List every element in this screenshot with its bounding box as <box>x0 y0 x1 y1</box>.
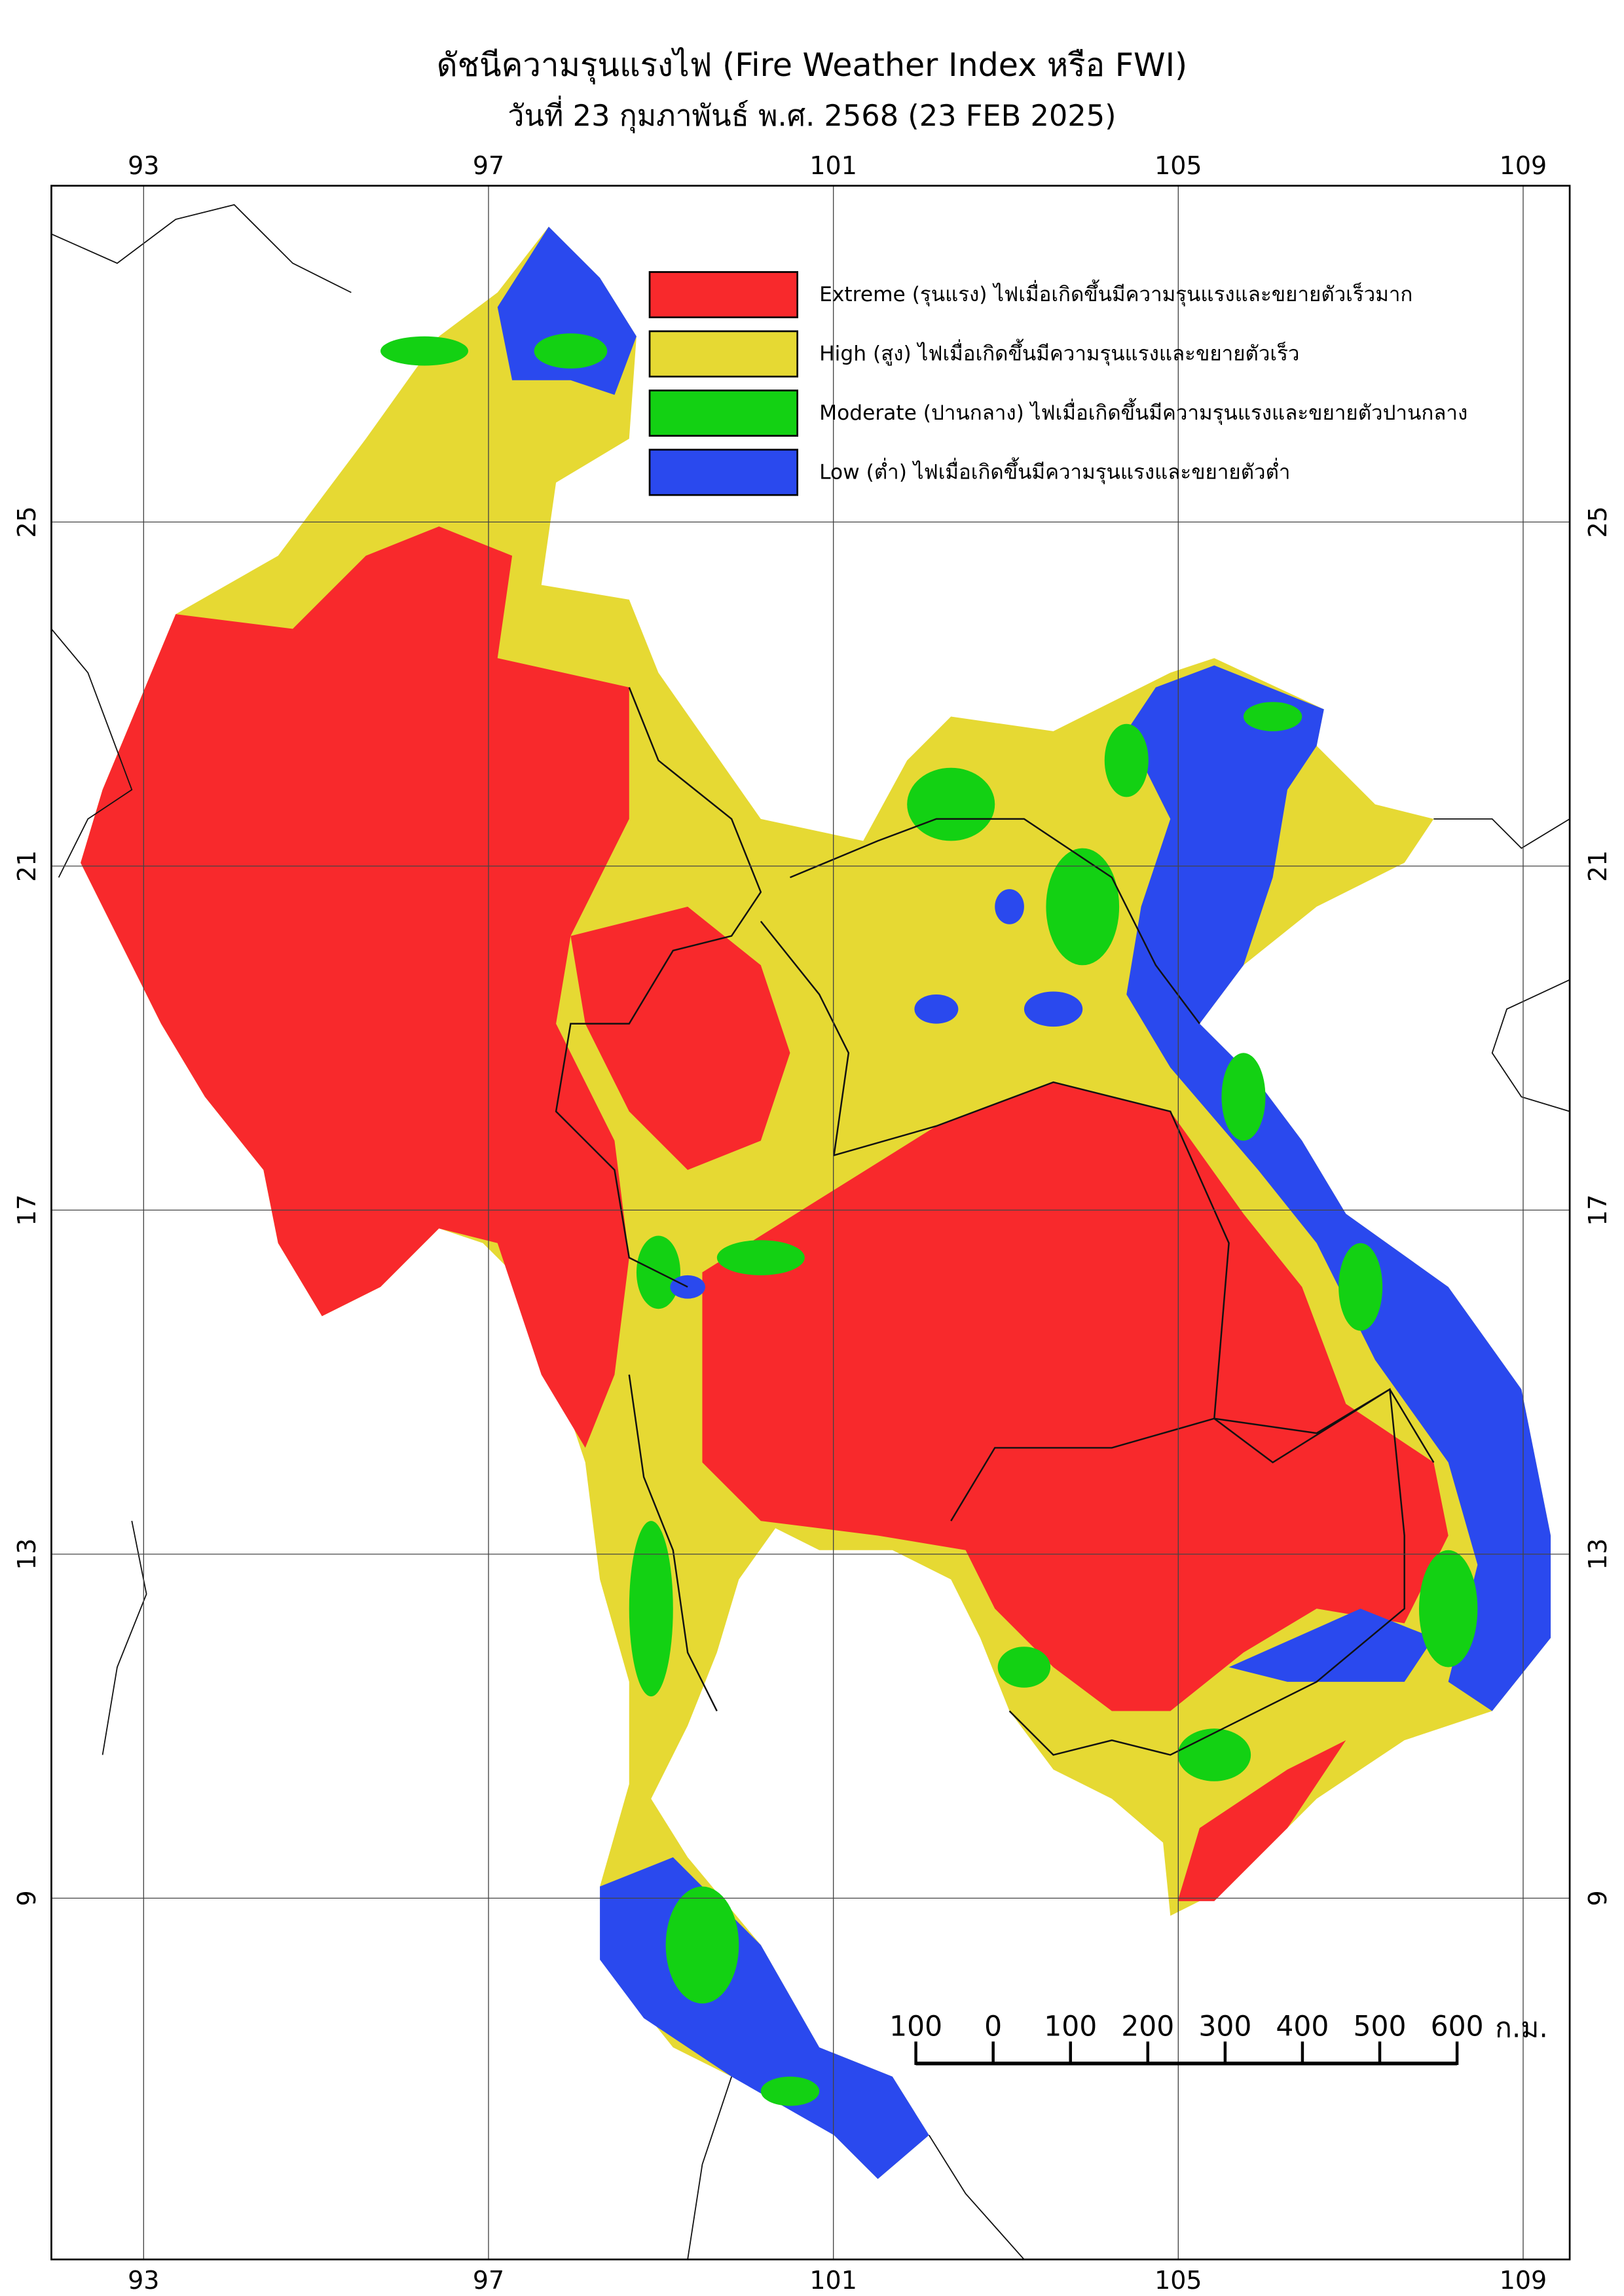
legend-label: Low (ต่ำ) ไฟเมื่อเกิดขึ้นมีความรุนแรงและ… <box>819 457 1290 485</box>
border <box>790 818 1200 1025</box>
y-tick-label: 21 <box>1583 850 1612 882</box>
x-tick-label: 93 <box>128 2266 159 2295</box>
x-tick-label: 97 <box>473 151 504 180</box>
region-low <box>1126 665 1551 1711</box>
scale-label: 600 <box>1431 2011 1484 2043</box>
coastline <box>687 2076 732 2260</box>
x-tick-label: 109 <box>1500 2266 1547 2295</box>
legend-swatch <box>648 271 799 319</box>
y-tick-label: 13 <box>1583 1539 1612 1570</box>
border <box>555 687 762 1288</box>
y-tick-label: 25 <box>12 506 41 538</box>
region-extreme <box>1177 1740 1346 1901</box>
y-tick-label: 25 <box>1583 506 1612 538</box>
subtitle: วันที่ 23 กุมภาพันธ์ พ.ศ. 2568 (23 FEB 2… <box>507 96 1116 134</box>
map-frame <box>50 185 1571 2261</box>
legend-label: Moderate (ปานกลาง) ไฟเมื่อเกิดขึ้นมีความ… <box>819 397 1467 426</box>
scale-label: 200 <box>1121 2011 1174 2043</box>
title: ดัชนีความรุนแรงไฟ (Fire Weather Index หร… <box>437 46 1187 84</box>
coastline <box>101 1520 147 1755</box>
legend-swatch <box>648 390 799 437</box>
legend-swatch <box>648 448 799 496</box>
scale-label: 500 <box>1354 2011 1407 2043</box>
scale-label: 100 <box>889 2011 942 2043</box>
x-tick-label: 101 <box>809 151 857 180</box>
x-tick-label: 109 <box>1500 151 1547 180</box>
region-extreme <box>570 906 790 1171</box>
scale-label: 100 <box>1044 2011 1097 2043</box>
scale-label: 400 <box>1276 2011 1329 2043</box>
y-tick-label: 9 <box>1583 1890 1612 1906</box>
scale-label: 0 <box>984 2011 1002 2043</box>
coastline <box>928 2134 1025 2260</box>
x-tick-label: 105 <box>1154 151 1202 180</box>
coastline <box>50 628 133 878</box>
y-tick-label: 17 <box>1583 1194 1612 1226</box>
coastline <box>1433 818 1570 849</box>
y-tick-label: 17 <box>12 1194 41 1226</box>
legend-swatch <box>648 330 799 378</box>
legend-label: High (สูง) ไฟเมื่อเกิดขึ้นมีความรุนแรงแล… <box>819 338 1299 367</box>
scale-unit: ก.ม. <box>1495 2013 1548 2045</box>
coastline <box>51 204 352 293</box>
y-tick-label: 21 <box>12 850 41 882</box>
x-tick-label: 93 <box>128 151 159 180</box>
border <box>950 1388 1405 1756</box>
region-moderate <box>380 333 1478 2106</box>
scale-bar: ก.ม. 100 0 100 200 300 400 500 600 <box>889 2011 1548 2066</box>
map-area <box>50 185 1570 2260</box>
region-low <box>670 889 1083 1299</box>
border <box>628 1374 718 1712</box>
scale-label: 300 <box>1198 2011 1251 2043</box>
x-tick-label: 101 <box>809 2266 857 2295</box>
legend: Extreme (รุนแรง) ไฟเมื่อเกิดขึ้นมีความรุ… <box>648 271 1467 496</box>
y-tick-label: 13 <box>12 1539 41 1570</box>
region-extreme <box>81 526 629 1448</box>
graticule <box>51 185 1570 2260</box>
x-tick-label: 97 <box>473 2266 504 2295</box>
border <box>760 920 1435 1464</box>
x-tick-label: 105 <box>1154 2266 1202 2295</box>
coastline <box>1491 979 1570 1112</box>
y-tick-label: 9 <box>12 1890 41 1906</box>
legend-label: Extreme (รุนแรง) ไฟเมื่อเกิดขึ้นมีความรุ… <box>819 279 1412 307</box>
